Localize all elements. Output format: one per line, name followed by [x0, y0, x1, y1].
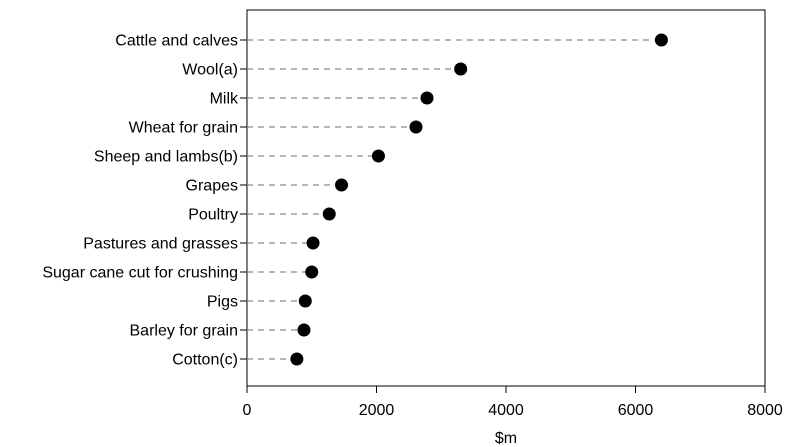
category-label: Grapes	[186, 178, 238, 195]
category-label: Barley for grain	[130, 323, 239, 340]
category-label: Cotton(c)	[172, 352, 238, 369]
data-point	[409, 120, 423, 134]
category-label: Poultry	[188, 207, 238, 224]
data-point	[298, 294, 312, 308]
x-tick-label: 8000	[747, 402, 783, 419]
category-label: Wheat for grain	[129, 120, 238, 137]
data-point	[306, 236, 320, 250]
data-point	[454, 62, 468, 76]
data-point	[297, 323, 311, 337]
category-label: Cattle and calves	[115, 33, 238, 50]
data-point	[322, 207, 336, 221]
data-point	[305, 265, 319, 279]
category-label: Pastures and grasses	[83, 236, 238, 253]
data-point	[290, 352, 304, 366]
data-point	[654, 33, 668, 47]
plot-frame	[246, 9, 766, 387]
category-label: Pigs	[207, 294, 238, 311]
category-label: Wool(a)	[182, 62, 238, 79]
x-tick-label: 4000	[488, 402, 524, 419]
x-tick-label: 6000	[618, 402, 654, 419]
x-axis-label: $m	[495, 430, 517, 447]
data-point	[335, 178, 349, 192]
x-tick-label: 0	[243, 402, 252, 419]
x-axis: 0 2000 4000 6000 8000 $m	[243, 386, 783, 447]
category-label: Sugar cane cut for crushing	[42, 265, 238, 282]
data-point	[371, 149, 385, 163]
category-label: Milk	[210, 91, 239, 108]
category-labels: Cattle and calves Wool(a) Milk Wheat for gr…	[42, 33, 239, 369]
data-point	[420, 91, 434, 105]
category-label: Sheep and lambs(b)	[94, 149, 238, 166]
x-tick-label: 2000	[359, 402, 395, 419]
plot-area	[240, 9, 766, 387]
